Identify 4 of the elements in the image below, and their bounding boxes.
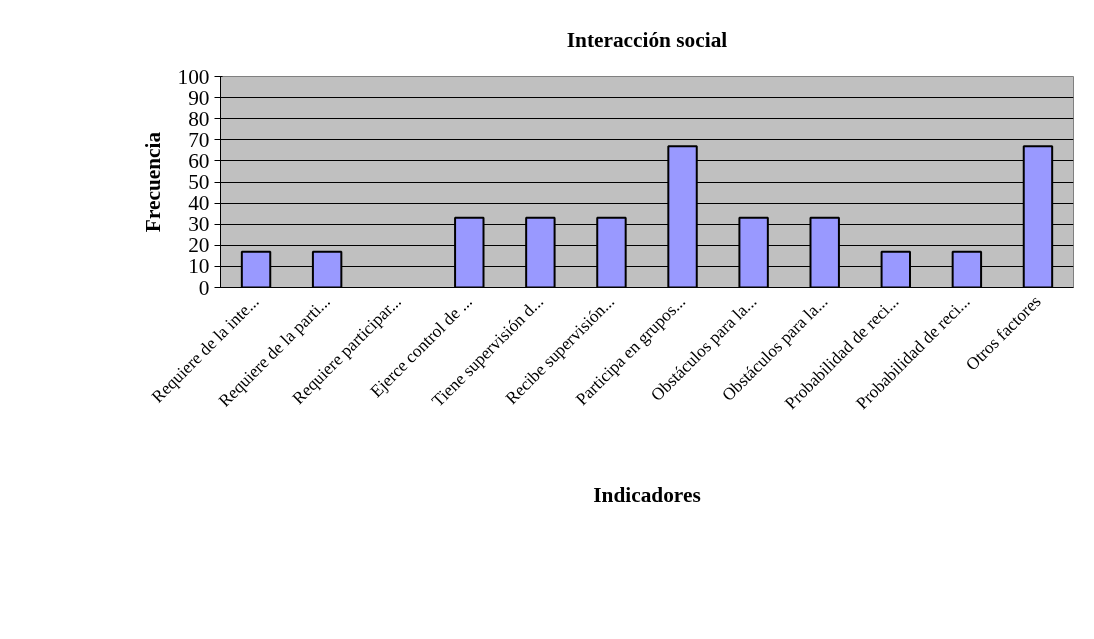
chart-title: Interacción social <box>566 27 728 52</box>
x-axis-title: Indicadores <box>593 482 701 507</box>
y-axis-title: Frecuencia <box>140 131 165 233</box>
y-tick-label: 50 <box>188 170 210 194</box>
